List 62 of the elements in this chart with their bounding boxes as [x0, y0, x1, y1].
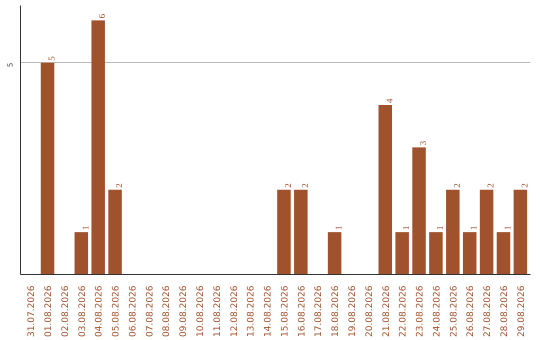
data-label: 1 — [468, 226, 479, 230]
bar — [462, 232, 476, 274]
x-tick-label: 24.08.2026 — [432, 285, 442, 338]
bar — [277, 190, 291, 274]
x-tick-label: 05.08.2026 — [112, 285, 122, 338]
x-tick-label: 31.07.2026 — [27, 285, 38, 338]
bar — [429, 232, 443, 274]
x-tick-label: 09.08.2026 — [179, 285, 190, 338]
x-tick-label: 25.08.2026 — [449, 285, 460, 338]
x-tick-label: 17.08.2026 — [314, 285, 324, 338]
data-label: 1 — [434, 226, 445, 230]
bar — [108, 190, 122, 274]
data-label: 1 — [80, 226, 90, 230]
data-label: 1 — [401, 226, 412, 230]
x-tick-label: 07.08.2026 — [145, 285, 156, 338]
bar — [328, 232, 342, 274]
x-tick-label: 14.08.2026 — [264, 285, 274, 338]
x-tick-label: 04.08.2026 — [94, 285, 105, 338]
data-label: 2 — [300, 183, 310, 188]
bar — [496, 232, 510, 274]
x-tick-label: 28.08.2026 — [500, 285, 510, 338]
bar — [395, 232, 409, 274]
x-tick-label: 22.08.2026 — [398, 285, 409, 338]
x-tick-label: 18.08.2026 — [331, 285, 342, 338]
x-tick-label: 08.08.2026 — [162, 285, 172, 338]
x-tick-label: 16.08.2026 — [297, 285, 308, 338]
bar — [74, 232, 88, 274]
bar — [446, 190, 460, 274]
bar — [480, 190, 494, 274]
x-tick-label: 13.08.2026 — [246, 285, 257, 338]
data-label: 6 — [97, 13, 108, 18]
x-tick-label: 19.08.2026 — [348, 285, 358, 338]
x-tick-label: 29.08.2026 — [516, 285, 527, 338]
x-tick-label: 12.08.2026 — [230, 285, 240, 338]
data-label: 1 — [334, 226, 344, 230]
data-label: 4 — [384, 98, 394, 104]
data-label: 2 — [519, 183, 530, 188]
data-label: 5 — [46, 56, 57, 61]
bar — [91, 20, 105, 274]
bar — [412, 147, 426, 274]
data-label: 2 — [282, 183, 293, 188]
x-tick-label: 15.08.2026 — [280, 285, 290, 338]
x-tick-label: 20.08.2026 — [364, 285, 375, 338]
bar — [40, 62, 54, 274]
x-tick-label: 03.08.2026 — [78, 285, 88, 338]
bar — [294, 190, 308, 274]
bar — [514, 190, 528, 274]
data-label: 2 — [486, 183, 496, 188]
x-tick-label: 01.08.2026 — [44, 285, 54, 338]
bar — [378, 105, 392, 274]
x-tick-label: 26.08.2026 — [466, 285, 476, 338]
x-tick-label: 21.08.2026 — [382, 285, 392, 338]
data-label: 3 — [418, 140, 428, 146]
data-label: 1 — [502, 226, 512, 230]
x-tick-label: 27.08.2026 — [483, 285, 494, 338]
x-tick-label: 06.08.2026 — [128, 285, 138, 338]
data-label: 2 — [452, 183, 462, 188]
x-tick-label: 10.08.2026 — [196, 285, 206, 338]
x-tick-label: 11.08.2026 — [212, 285, 223, 338]
x-tick-label: 02.08.2026 — [60, 285, 71, 338]
x-tick-label: 23.08.2026 — [416, 285, 426, 338]
data-label: 2 — [114, 183, 124, 188]
